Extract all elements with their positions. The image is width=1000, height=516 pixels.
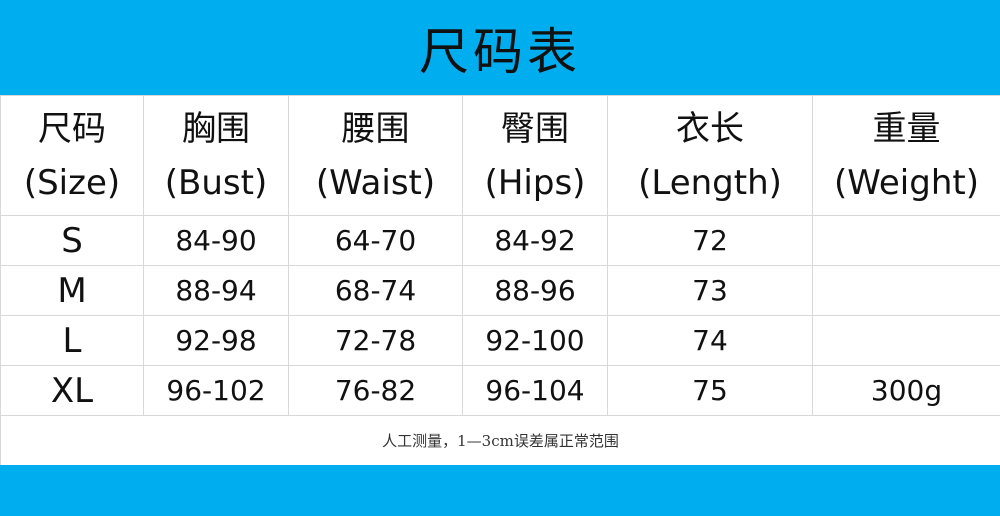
header-waist: 腰围 (Waist) [288, 95, 463, 216]
measurement-note: 人工测量，1—3cm误差属正常范围 [0, 415, 1000, 466]
header-zh: 胸围 [182, 108, 250, 149]
cell-bust: 84-90 [143, 215, 289, 266]
cell-size: L [0, 315, 144, 366]
header-bust: 胸围 (Bust) [143, 95, 289, 216]
cell-size: M [0, 265, 144, 316]
cell-weight: 300g [812, 365, 1000, 416]
header-zh: 腰围 [341, 108, 410, 149]
header-en: (Length) [638, 162, 782, 203]
header-zh: 尺码 [38, 108, 106, 149]
cell-waist: 76-82 [288, 365, 463, 416]
table-row: S 84-90 64-70 84-92 72 [0, 215, 1000, 266]
cell-hips: 96-104 [462, 365, 608, 416]
table-row: XL 96-102 76-82 96-104 75 300g [0, 365, 1000, 416]
cell-weight [812, 315, 1000, 366]
cell-waist: 64-70 [288, 215, 463, 266]
cell-hips: 88-96 [462, 265, 608, 316]
header-zh: 臀围 [501, 108, 569, 149]
note-row: 人工测量，1—3cm误差属正常范围 [0, 415, 1000, 466]
footer-banner [0, 465, 1000, 516]
header-en: (Hips) [484, 162, 586, 203]
header-zh: 重量 [872, 108, 941, 149]
header-length: 衣长 (Length) [607, 95, 813, 216]
header-en: (Size) [23, 162, 121, 203]
cell-waist: 72-78 [288, 315, 463, 366]
header-en: (Bust) [164, 162, 268, 203]
header-zh: 衣长 [676, 108, 744, 149]
table-row: L 92-98 72-78 92-100 74 [0, 315, 1000, 366]
cell-hips: 84-92 [462, 215, 608, 266]
header-size: 尺码 (Size) [0, 95, 144, 216]
size-table: 尺码 (Size) 胸围 (Bust) 腰围 (Waist) 臀围 (Hips) 衣长 (Leng… [0, 95, 1000, 466]
header-hips: 臀围 (Hips) [462, 95, 608, 216]
header-en: (Waist) [315, 162, 436, 203]
header-weight: 重量 (Weight) [812, 95, 1000, 216]
cell-length: 75 [607, 365, 813, 416]
cell-length: 72 [607, 215, 813, 266]
header-row: 尺码 (Size) 胸围 (Bust) 腰围 (Waist) 臀围 (Hips) 衣长 (Leng… [0, 95, 1000, 216]
cell-weight [812, 265, 1000, 316]
cell-waist: 68-74 [288, 265, 463, 316]
page-title: 尺码表 [419, 22, 581, 81]
cell-size: S [0, 215, 144, 266]
cell-bust: 88-94 [143, 265, 289, 316]
cell-size: XL [0, 365, 144, 416]
cell-hips: 92-100 [462, 315, 608, 366]
cell-weight [812, 215, 1000, 266]
cell-length: 73 [607, 265, 813, 316]
header-en: (Weight) [834, 162, 979, 203]
title-banner: 尺码表 [0, 0, 1000, 95]
cell-bust: 96-102 [143, 365, 289, 416]
cell-bust: 92-98 [143, 315, 289, 366]
cell-length: 74 [607, 315, 813, 366]
table-row: M 88-94 68-74 88-96 73 [0, 265, 1000, 316]
